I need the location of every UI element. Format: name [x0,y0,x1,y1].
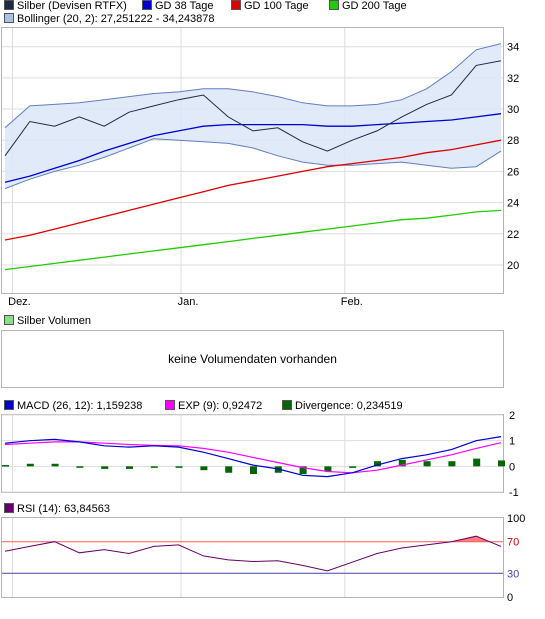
price-series-line [4,60,502,157]
divergence-bar [324,466,332,472]
divergence-bar [200,466,208,471]
macd-series-line [4,436,502,478]
legend-label-gd38: GD 38 Tage [155,0,214,12]
gd100-series-line [4,139,502,241]
divergence-bar [51,463,59,467]
volume-swatch-icon [4,315,14,325]
rsi-lower-level-label: 30 [507,568,519,580]
macd-y-tick-label: 0 [509,461,515,473]
macd-legend-row: MACD (26, 12): 1,159238 EXP (9): 0,92472… [4,400,544,413]
bollinger-upper-line [4,43,502,129]
price-x-tick-label: Dez. [8,296,31,308]
divergence-bar [225,466,233,473]
rsi-swatch-icon [4,503,14,513]
price-y-tick-label: 32 [507,73,519,85]
divergence-bar [398,459,406,467]
divergence-bar [250,466,257,475]
divergence-bar [349,466,357,468]
macd-y-tick-label: 2 [509,410,515,422]
bollinger-band-area [5,43,501,189]
legend-label-rsi: RSI (14): 63,84563 [17,503,110,515]
legend-label-gd200: GD 200 Tage [342,0,407,12]
legend-item-gd100: GD 100 Tage [231,0,309,13]
price-y-tick-label: 20 [507,260,519,272]
exp-series-line [4,441,502,474]
gd100-swatch-icon [231,0,241,10]
rsi-upper-level-label: 70 [507,537,519,549]
divergence-bar [448,461,456,467]
divergence-bar [498,460,505,467]
legend-item-macd: MACD (26, 12): 1,159238 [4,400,142,413]
price-y-tick-label: 34 [507,42,519,54]
rsi-panel [1,517,504,598]
price-y-tick-label: 22 [507,229,519,241]
price-legend-row-1: Silber (Devisen RTFX) GD 38 Tage GD 100 … [4,0,544,13]
legend-item-divergence: Divergence: 0,234519 [282,400,403,413]
divergence-bar [76,466,84,468]
divergence-bar [473,458,481,467]
divergence-bar [26,463,34,467]
divergence-bar [175,466,183,468]
price-legend-row-2: Bollinger (20, 2): 27,251222 - 34,243878 [4,13,215,26]
bollinger-swatch-icon [4,13,14,23]
legend-label-exp: EXP (9): 0,92472 [178,400,263,412]
legend-label-volume: Silber Volumen [17,315,91,327]
rsi-legend-row: RSI (14): 63,84563 [4,503,110,516]
legend-item-exp: EXP (9): 0,92472 [165,400,262,413]
gd38-swatch-icon [142,0,152,10]
rsi-series-line [4,535,502,572]
macd-y-tick-label: 1 [509,436,515,448]
gd200-swatch-icon [329,0,339,10]
legend-label-macd: MACD (26, 12): 1,159238 [17,400,143,412]
divergence-swatch-icon [282,400,292,410]
macd-swatch-icon [4,400,14,410]
price-y-tick-label: 30 [507,104,519,116]
legend-label-gd100: GD 100 Tage [244,0,309,12]
divergence-bar [101,466,109,469]
price-swatch-icon [4,0,14,10]
macd-panel [1,414,504,493]
divergence-bar [150,466,158,468]
legend-label-price: Silber (Devisen RTFX) [17,0,127,12]
gd200-series-line [4,209,502,271]
price-y-tick-label: 24 [507,198,519,210]
legend-label-bollinger: Bollinger (20, 2): 27,251222 - 34,243878 [17,13,215,25]
volume-legend-row: Silber Volumen [4,315,91,328]
price-x-tick-label: Jan. [178,296,199,308]
macd-y-tick-label: -1 [509,487,519,499]
divergence-bar [2,465,9,467]
price-y-tick-label: 28 [507,135,519,147]
volume-panel [1,330,504,388]
exp-swatch-icon [165,400,175,410]
legend-label-divergence: Divergence: 0,234519 [295,400,403,412]
price-x-tick-label: Feb. [341,296,363,308]
volume-empty-message: keine Volumendaten vorhanden [168,352,337,366]
legend-item-gd200: GD 200 Tage [329,0,407,13]
bollinger-lower-line [4,138,502,190]
legend-item-gd38: GD 38 Tage [142,0,214,13]
divergence-bar [126,466,133,469]
divergence-bar [423,461,431,467]
divergence-bar [374,461,381,467]
rsi-y-tick-label: 100 [507,513,525,525]
legend-item-price: Silber (Devisen RTFX) [4,0,127,13]
price-y-tick-label: 26 [507,166,519,178]
gd38-series-line [4,113,502,183]
rsi-y-tick-label: 0 [507,592,513,604]
divergence-bar [299,466,307,475]
